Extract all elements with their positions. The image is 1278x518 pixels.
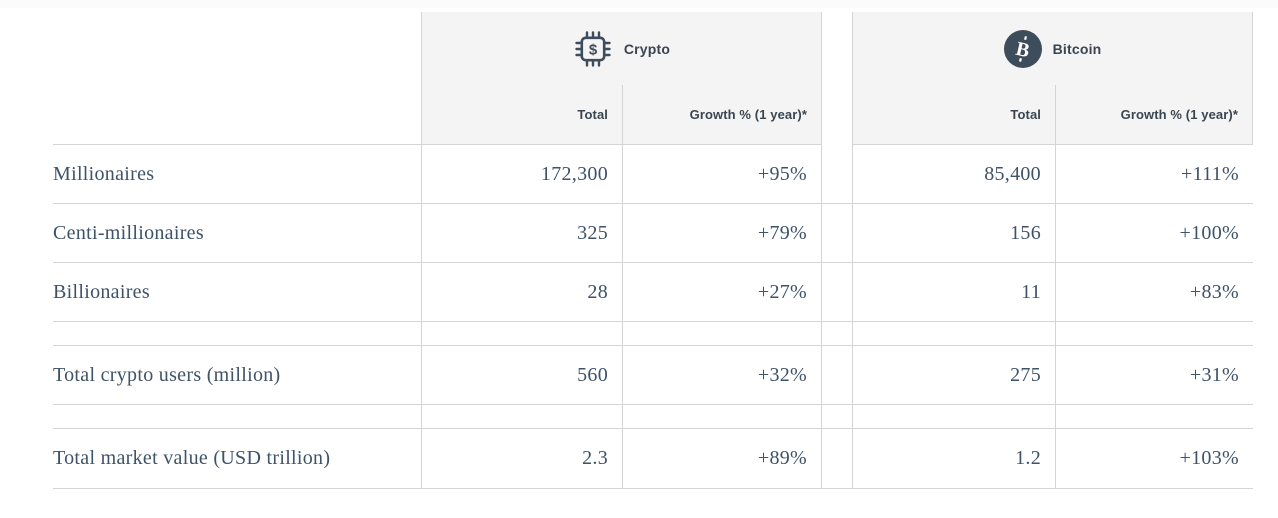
crypto-growth-value: +95% xyxy=(622,145,822,204)
gap-cell xyxy=(822,263,852,322)
spacer-cell xyxy=(53,405,421,429)
svg-text:$: $ xyxy=(589,41,598,58)
svg-text:B: B xyxy=(1013,37,1031,61)
crypto-total-header: Total xyxy=(421,85,622,145)
header-gap-cell xyxy=(822,12,852,85)
bitcoin-total-value: 1.2 xyxy=(852,429,1055,489)
crypto-growth-value: +89% xyxy=(622,429,822,489)
label-column-header-blank xyxy=(53,85,421,145)
crypto-growth-value: +32% xyxy=(622,346,822,405)
spacer-cell xyxy=(622,322,822,346)
header-gap-cell xyxy=(822,85,852,145)
bitcoin-growth-value: +100% xyxy=(1055,204,1253,263)
spacer-cell xyxy=(852,405,1055,429)
bitcoin-total-value: 275 xyxy=(852,346,1055,405)
crypto-total-value: 28 xyxy=(421,263,622,322)
page-top-strip xyxy=(0,0,1278,8)
spacer-cell xyxy=(421,405,622,429)
row-label: Billionaires xyxy=(53,263,421,322)
crypto-total-value: 325 xyxy=(421,204,622,263)
spacer-cell xyxy=(1055,405,1253,429)
gap-cell xyxy=(822,204,852,263)
crypto-growth-value: +79% xyxy=(622,204,822,263)
spacer-cell xyxy=(822,405,852,429)
row-label: Total market value (USD trillion) xyxy=(53,429,421,489)
bitcoin-growth-value: +83% xyxy=(1055,263,1253,322)
row-label: Millionaires xyxy=(53,145,421,204)
bitcoin-growth-value: +111% xyxy=(1055,145,1253,204)
spacer-cell xyxy=(622,405,822,429)
bitcoin-group-header: B Bitcoin xyxy=(852,12,1253,85)
crypto-growth-value: +27% xyxy=(622,263,822,322)
spacer-cell xyxy=(852,322,1055,346)
crypto-total-value: 2.3 xyxy=(421,429,622,489)
crypto-chip-icon: $ xyxy=(573,29,613,69)
spacer-cell xyxy=(822,322,852,346)
comparison-table: $ Crypto B Bitcoin Total Growt xyxy=(53,12,1254,489)
bitcoin-icon: B xyxy=(1003,29,1042,68)
bitcoin-growth-value: +31% xyxy=(1055,346,1253,405)
spacer-cell xyxy=(53,322,421,346)
bitcoin-total-value: 85,400 xyxy=(852,145,1055,204)
crypto-group-label: Crypto xyxy=(623,40,671,57)
bitcoin-total-header: Total xyxy=(852,85,1055,145)
bitcoin-growth-value: +103% xyxy=(1055,429,1253,489)
gap-cell xyxy=(822,346,852,405)
gap-cell xyxy=(822,145,852,204)
row-label: Centi-millionaires xyxy=(53,204,421,263)
spacer-cell xyxy=(421,322,622,346)
crypto-total-value: 172,300 xyxy=(421,145,622,204)
crypto-growth-header: Growth % (1 year)* xyxy=(622,85,822,145)
bitcoin-total-value: 156 xyxy=(852,204,1055,263)
crypto-total-value: 560 xyxy=(421,346,622,405)
spacer-cell xyxy=(1055,322,1253,346)
bitcoin-group-label: Bitcoin xyxy=(1052,40,1102,57)
corner-blank-cell xyxy=(53,12,421,85)
crypto-group-header: $ Crypto xyxy=(421,12,822,85)
bitcoin-growth-header: Growth % (1 year)* xyxy=(1055,85,1253,145)
row-label: Total crypto users (million) xyxy=(53,346,421,405)
bitcoin-total-value: 11 xyxy=(852,263,1055,322)
gap-cell xyxy=(822,429,852,489)
